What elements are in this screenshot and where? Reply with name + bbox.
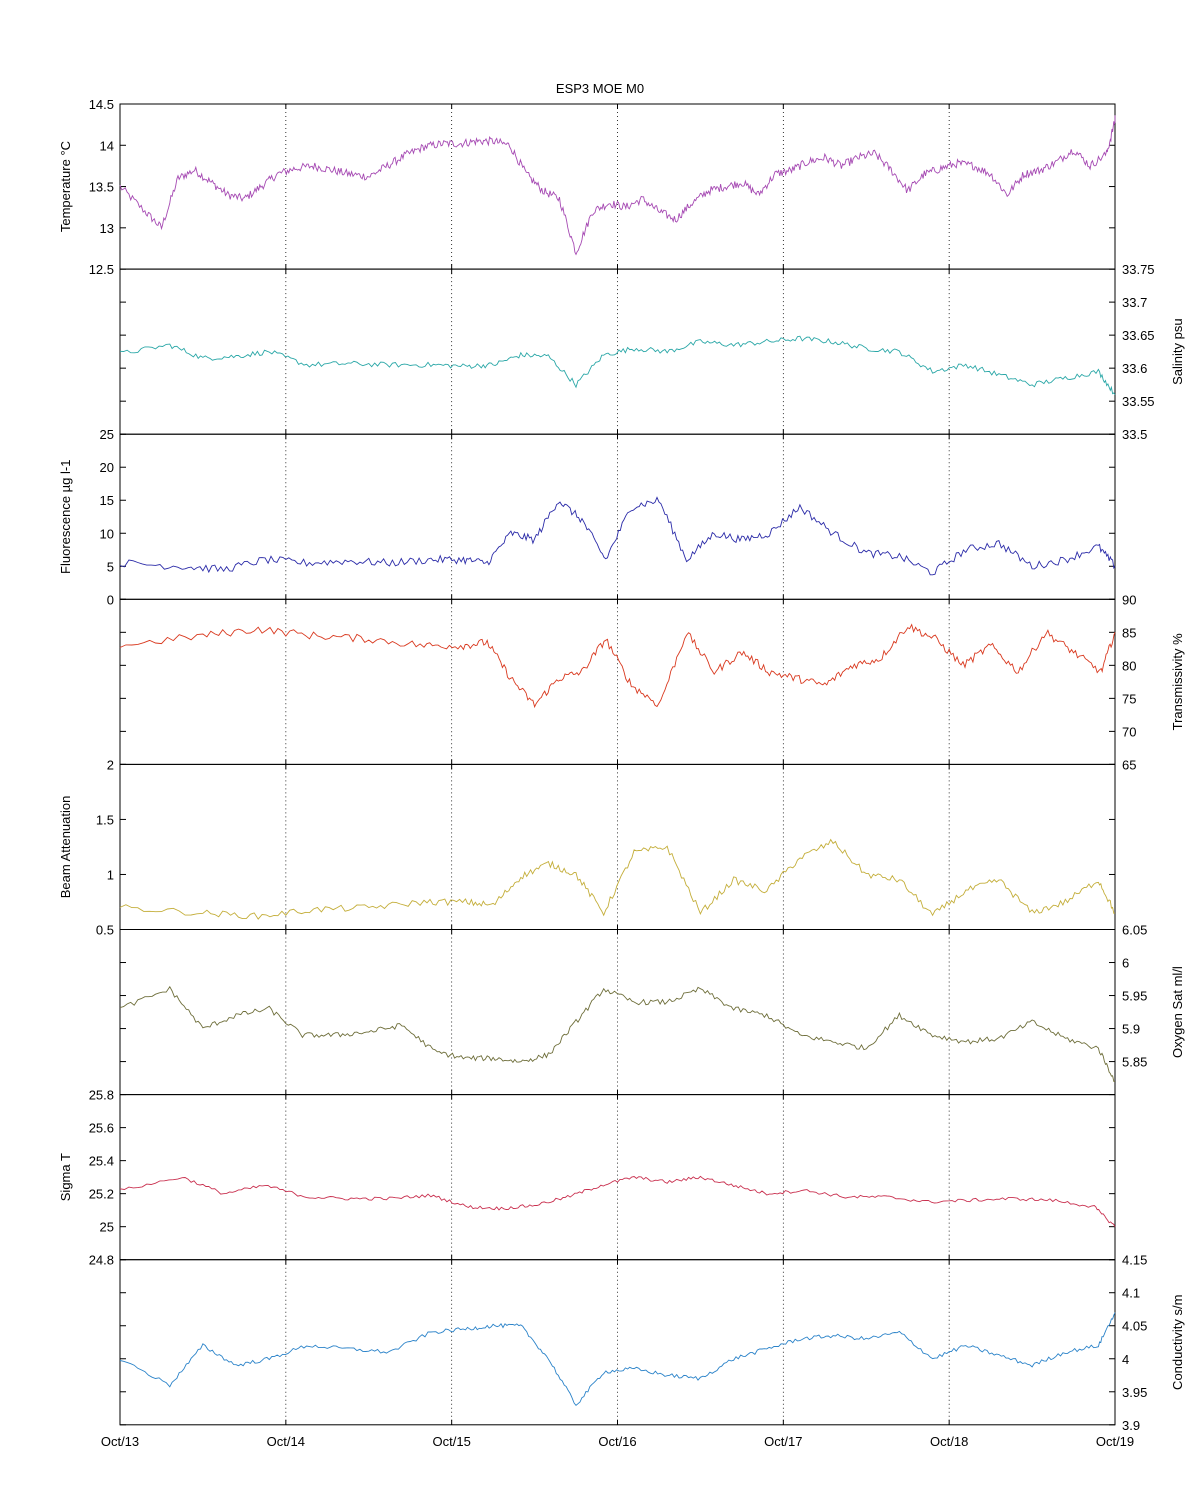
y-tick-label: 65 <box>1122 757 1136 772</box>
x-tick-label: Oct/18 <box>930 1434 968 1449</box>
y-tick-label: 6.05 <box>1122 923 1147 938</box>
y-tick-label: 13 <box>100 221 114 236</box>
y-tick-label: 33.65 <box>1122 328 1155 343</box>
series-line <box>119 115 1116 256</box>
series-line <box>119 1312 1116 1407</box>
x-tick-label: Oct/17 <box>764 1434 802 1449</box>
panel-1: 12.5 13 13.5 14 14.5 Temperature °C <box>58 97 1116 277</box>
x-tick-label: Oct/13 <box>101 1434 139 1449</box>
y-axis-label: Salinity psu <box>1170 318 1185 384</box>
y-tick-label: 20 <box>100 460 114 475</box>
y-tick-label: 3.9 <box>1122 1418 1140 1433</box>
y-tick-label: 5.9 <box>1122 1022 1140 1037</box>
series-line <box>119 838 1116 920</box>
panel-4: 65 70 75 80 85 90 Transmissivity % <box>119 592 1185 772</box>
y-tick-label: 0.5 <box>96 923 114 938</box>
panel-6: 5.85 5.9 5.95 6 6.05 Oxygen Sat ml/l <box>119 923 1185 1096</box>
y-axis-label: Fluorescence µg l-1 <box>58 460 73 574</box>
y-tick-label: 3.95 <box>1122 1385 1147 1400</box>
y-tick-label: 33.75 <box>1122 262 1155 277</box>
x-axis: Oct/13 Oct/14 Oct/15 Oct/16 Oct/17 Oct/18 Oct/… <box>101 1434 1134 1449</box>
panel-8: 3.9 3.95 4 4.05 4.1 4.15 Conductivity s/m <box>119 1253 1185 1433</box>
panel-2: 33.5 33.55 33.6 33.65 33.7 33.75 Salinity psu <box>119 262 1185 442</box>
y-tick-label: 15 <box>100 493 114 508</box>
y-tick-label: 4 <box>1122 1352 1129 1367</box>
x-tick-label: Oct/16 <box>598 1434 636 1449</box>
x-tick-label: Oct/15 <box>433 1434 471 1449</box>
x-tick-label: Oct/14 <box>267 1434 305 1449</box>
series-line <box>119 335 1116 395</box>
y-tick-label: 14 <box>100 138 114 153</box>
y-tick-label: 10 <box>100 526 114 541</box>
y-tick-label: 80 <box>1122 658 1136 673</box>
y-tick-label: 5 <box>107 559 114 574</box>
y-tick-label: 4.1 <box>1122 1286 1140 1301</box>
series-line <box>119 1175 1116 1227</box>
y-tick-label: 25 <box>100 427 114 442</box>
series-line <box>119 623 1116 709</box>
y-axis-label: Sigma T <box>58 1153 73 1201</box>
y-tick-label: 1 <box>107 867 114 882</box>
y-tick-label: 25.4 <box>89 1154 114 1169</box>
y-tick-label: 25.2 <box>89 1187 114 1202</box>
y-tick-label: 13.5 <box>89 180 114 195</box>
x-tick-label: Oct/19 <box>1096 1434 1134 1449</box>
y-tick-label: 5.95 <box>1122 989 1147 1004</box>
y-axis-label: Beam Attenuation <box>58 796 73 899</box>
y-axis-label: Transmissivity % <box>1170 633 1185 730</box>
panel-7: 24.8 25 25.2 25.4 25.6 25.8 Sigma T <box>58 1088 1116 1268</box>
series-line <box>119 985 1115 1082</box>
y-tick-label: 0 <box>107 592 114 607</box>
y-tick-label: 33.6 <box>1122 361 1147 376</box>
y-axis-label: Oxygen Sat ml/l <box>1170 966 1185 1058</box>
y-tick-label: 2 <box>107 757 114 772</box>
y-axis-label: Temperature °C <box>58 141 73 232</box>
y-tick-label: 6 <box>1122 956 1129 971</box>
y-axis-label: Conductivity s/m <box>1170 1295 1185 1390</box>
series-line <box>119 496 1116 576</box>
y-tick-label: 14.5 <box>89 97 114 112</box>
y-tick-label: 24.8 <box>89 1253 114 1268</box>
y-tick-label: 33.5 <box>1122 427 1147 442</box>
y-tick-label: 25.6 <box>89 1121 114 1136</box>
y-tick-label: 12.5 <box>89 262 114 277</box>
panel-3: 0 5 10 15 20 25 Fluorescence µg l-1 <box>58 427 1116 607</box>
y-tick-label: 1.5 <box>96 812 114 827</box>
y-tick-label: 4.15 <box>1122 1253 1147 1268</box>
y-tick-label: 75 <box>1122 691 1136 706</box>
y-tick-label: 85 <box>1122 625 1136 640</box>
panel-5: 0.5 1 1.5 2 Beam Attenuation <box>58 757 1116 938</box>
y-tick-label: 33.7 <box>1122 295 1147 310</box>
y-tick-label: 70 <box>1122 724 1136 739</box>
chart-title: ESP3 MOE M0 <box>556 81 644 96</box>
y-tick-label: 90 <box>1122 592 1136 607</box>
y-tick-label: 5.85 <box>1122 1055 1147 1070</box>
y-tick-label: 4.05 <box>1122 1319 1147 1334</box>
y-tick-label: 25.8 <box>89 1088 114 1103</box>
y-tick-label: 25 <box>100 1220 114 1235</box>
y-tick-label: 33.55 <box>1122 394 1155 409</box>
